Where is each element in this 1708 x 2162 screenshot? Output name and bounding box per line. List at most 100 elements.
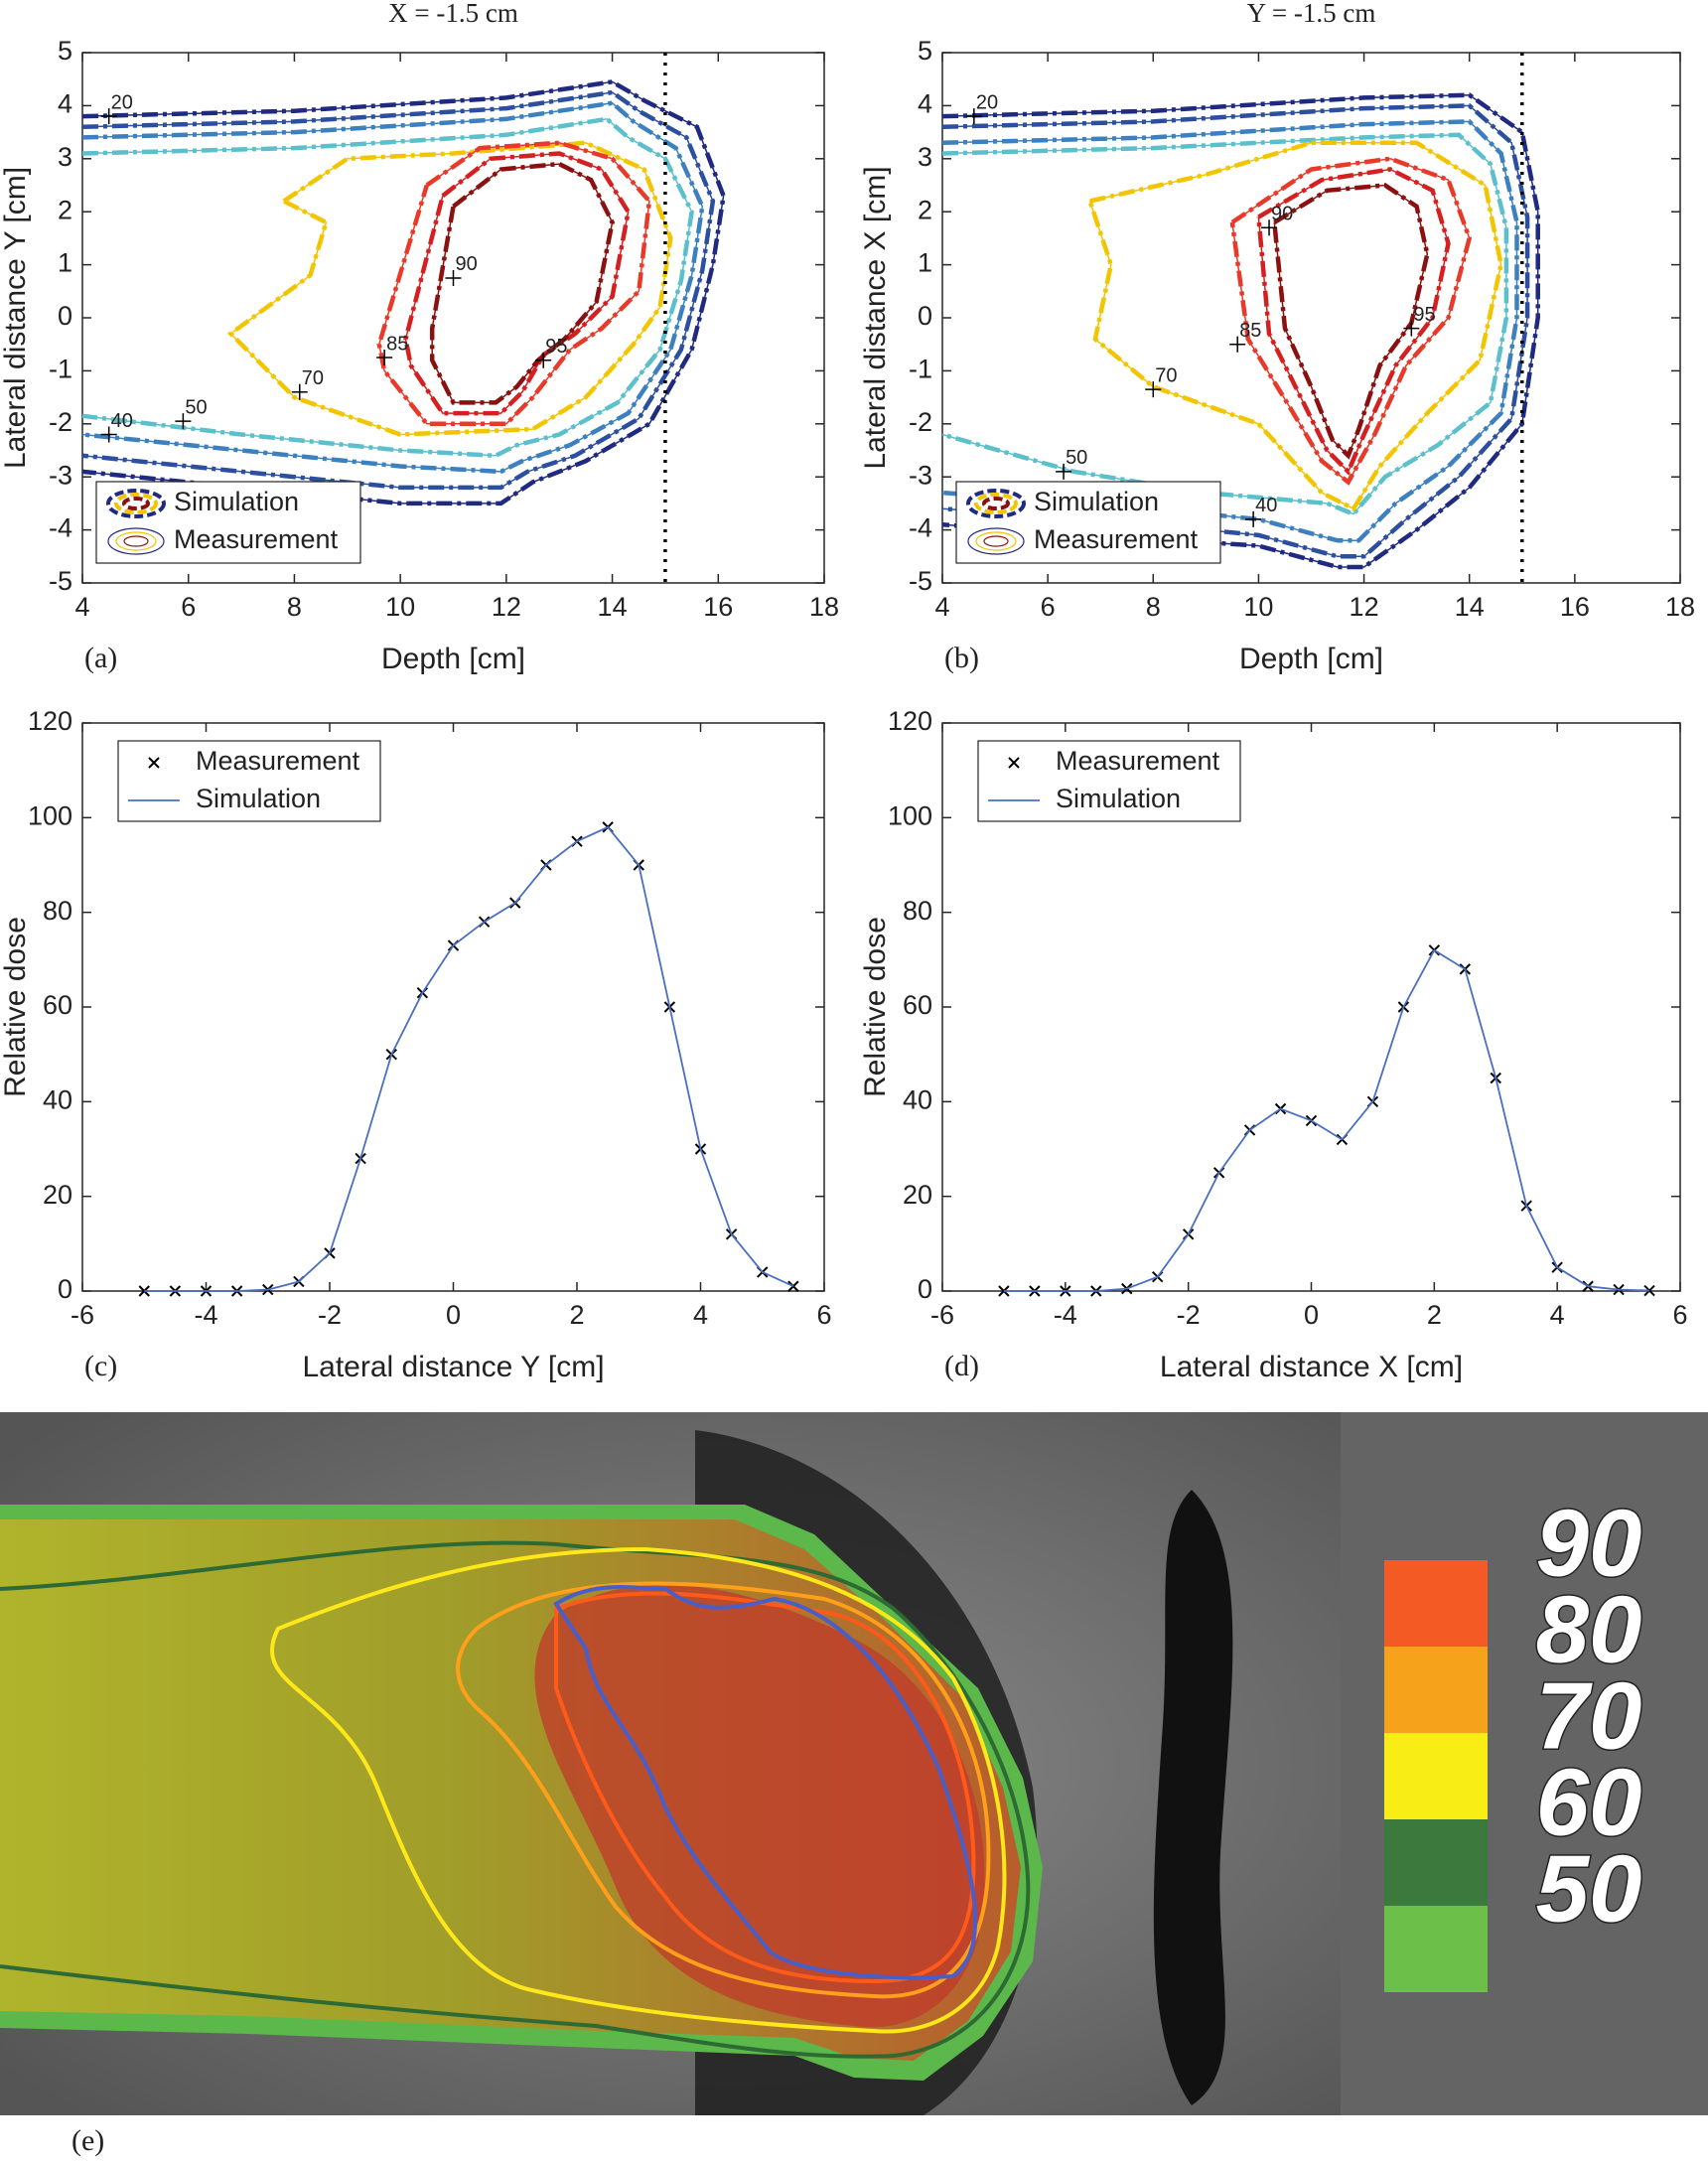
legend-icon (967, 527, 1025, 555)
x-tick-label: 4 (934, 592, 949, 622)
contours (941, 92, 1540, 570)
contour-label: 90 (456, 253, 478, 275)
legend-icon (122, 497, 150, 510)
x-tick-label: 4 (1550, 1300, 1565, 1330)
y-tick-label: -1 (909, 355, 932, 384)
y-tick-label: 4 (58, 89, 72, 119)
contour-measurement (431, 163, 614, 404)
x-tick-label: 8 (1146, 592, 1161, 622)
isodose-80 (456, 1581, 991, 1999)
legend-icon (982, 497, 1010, 510)
dose-high (534, 1584, 985, 2028)
x-tick-label: 16 (703, 592, 733, 622)
x-tick-label: 18 (809, 592, 839, 622)
contour-label: 90 (1271, 204, 1293, 225)
panel-label: (b) (944, 642, 979, 674)
contour-measurement (941, 134, 1507, 515)
contour-label-marker (1403, 320, 1420, 337)
x-tick-label: 14 (1455, 592, 1485, 622)
y-tick-label: 80 (903, 896, 932, 926)
y-tick-label: 0 (918, 301, 932, 331)
y-tick-label: 20 (903, 1180, 932, 1210)
x-axis-label: Depth [cm] (1239, 643, 1383, 675)
x-axis-label: Depth [cm] (381, 643, 525, 675)
y-tick-label: 0 (58, 301, 72, 331)
contours (81, 79, 726, 506)
y-axis-label: Relative dose (0, 917, 32, 1097)
y-axis-label: Relative dose (859, 917, 892, 1097)
legend-icon (983, 535, 1009, 547)
y-tick-label: -3 (909, 460, 932, 490)
legend-label: Measurement (196, 746, 360, 776)
contour-label: 50 (185, 396, 207, 418)
x-tick-label: 12 (492, 592, 521, 622)
data-point (138, 1285, 150, 1297)
contour-label-marker (1261, 219, 1278, 236)
y-tick-label: 120 (888, 706, 932, 736)
contour-label-marker (1145, 381, 1162, 398)
contour-label: 95 (1413, 304, 1435, 326)
x-tick-label: -6 (71, 1300, 94, 1330)
contour-label-marker (376, 350, 393, 366)
legend (117, 740, 381, 822)
colorbar-swatch (1384, 1819, 1488, 1906)
contour-label-marker (965, 108, 982, 125)
panel-label: (d) (944, 1350, 979, 1382)
dark-region (1153, 1490, 1233, 2105)
x-tick-label: 0 (446, 1300, 461, 1330)
legend-icon (107, 527, 165, 555)
x-tick-label: -4 (1054, 1300, 1077, 1330)
y-tick-label: 3 (918, 142, 932, 172)
legend (955, 481, 1221, 564)
y-tick-label: -4 (909, 513, 932, 543)
contour-measurement (229, 142, 672, 436)
legend-label: Measurement (1034, 524, 1199, 554)
y-tick-label: 2 (918, 195, 932, 224)
contour-label-marker (535, 352, 552, 368)
contour-label: 85 (1239, 320, 1261, 342)
contour-label: 20 (111, 91, 133, 113)
x-tick-label: 4 (74, 592, 89, 622)
y-tick-label: -2 (49, 407, 72, 437)
y-tick-label: 40 (903, 1084, 932, 1114)
y-tick-label: 4 (918, 89, 932, 119)
x-tick-label: -2 (1177, 1300, 1201, 1330)
x-tick-label: 10 (1243, 592, 1273, 622)
contour-label-marker (445, 269, 462, 286)
x-tick-label: 6 (1041, 592, 1056, 622)
contour-label-marker (1056, 463, 1072, 480)
contour-label-marker (1229, 336, 1246, 353)
y-tick-label: -4 (49, 513, 72, 543)
x-tick-label: -4 (194, 1300, 217, 1330)
y-tick-label: -2 (909, 407, 932, 437)
x-tick-label: -2 (318, 1300, 342, 1330)
x-tick-label: 0 (1304, 1300, 1319, 1330)
contour-label-marker (291, 383, 308, 400)
y-tick-label: -5 (49, 566, 72, 596)
colorbar-label: 80 (1536, 1576, 1642, 1682)
x-tick-label: -6 (930, 1300, 954, 1330)
legend-icon (114, 493, 158, 514)
contour-label-marker (100, 426, 117, 443)
x-tick-label: 6 (181, 592, 196, 622)
y-tick-label: 100 (28, 800, 72, 830)
legend-label: Simulation (1034, 487, 1159, 516)
x-tick-label: 4 (693, 1300, 708, 1330)
chart-title: X = -1.5 cm (388, 0, 518, 28)
y-tick-label: 5 (918, 36, 932, 66)
isodose-70 (270, 1546, 1007, 2034)
y-tick-label: 0 (58, 1274, 72, 1304)
panel-label: (c) (84, 1350, 117, 1382)
x-tick-label: 8 (287, 592, 302, 622)
contour-measurement (81, 91, 714, 489)
contour-measurement (1088, 142, 1502, 510)
y-tick-label: -5 (909, 566, 932, 596)
y-axis-label: Lateral distance X [cm] (859, 166, 892, 469)
data-line (144, 825, 794, 1292)
y-tick-label: 60 (43, 990, 72, 1020)
legend-icon (148, 757, 160, 769)
legend-label: Simulation (1056, 784, 1181, 813)
panel-label: (a) (84, 642, 117, 674)
y-tick-label: 1 (918, 248, 932, 278)
